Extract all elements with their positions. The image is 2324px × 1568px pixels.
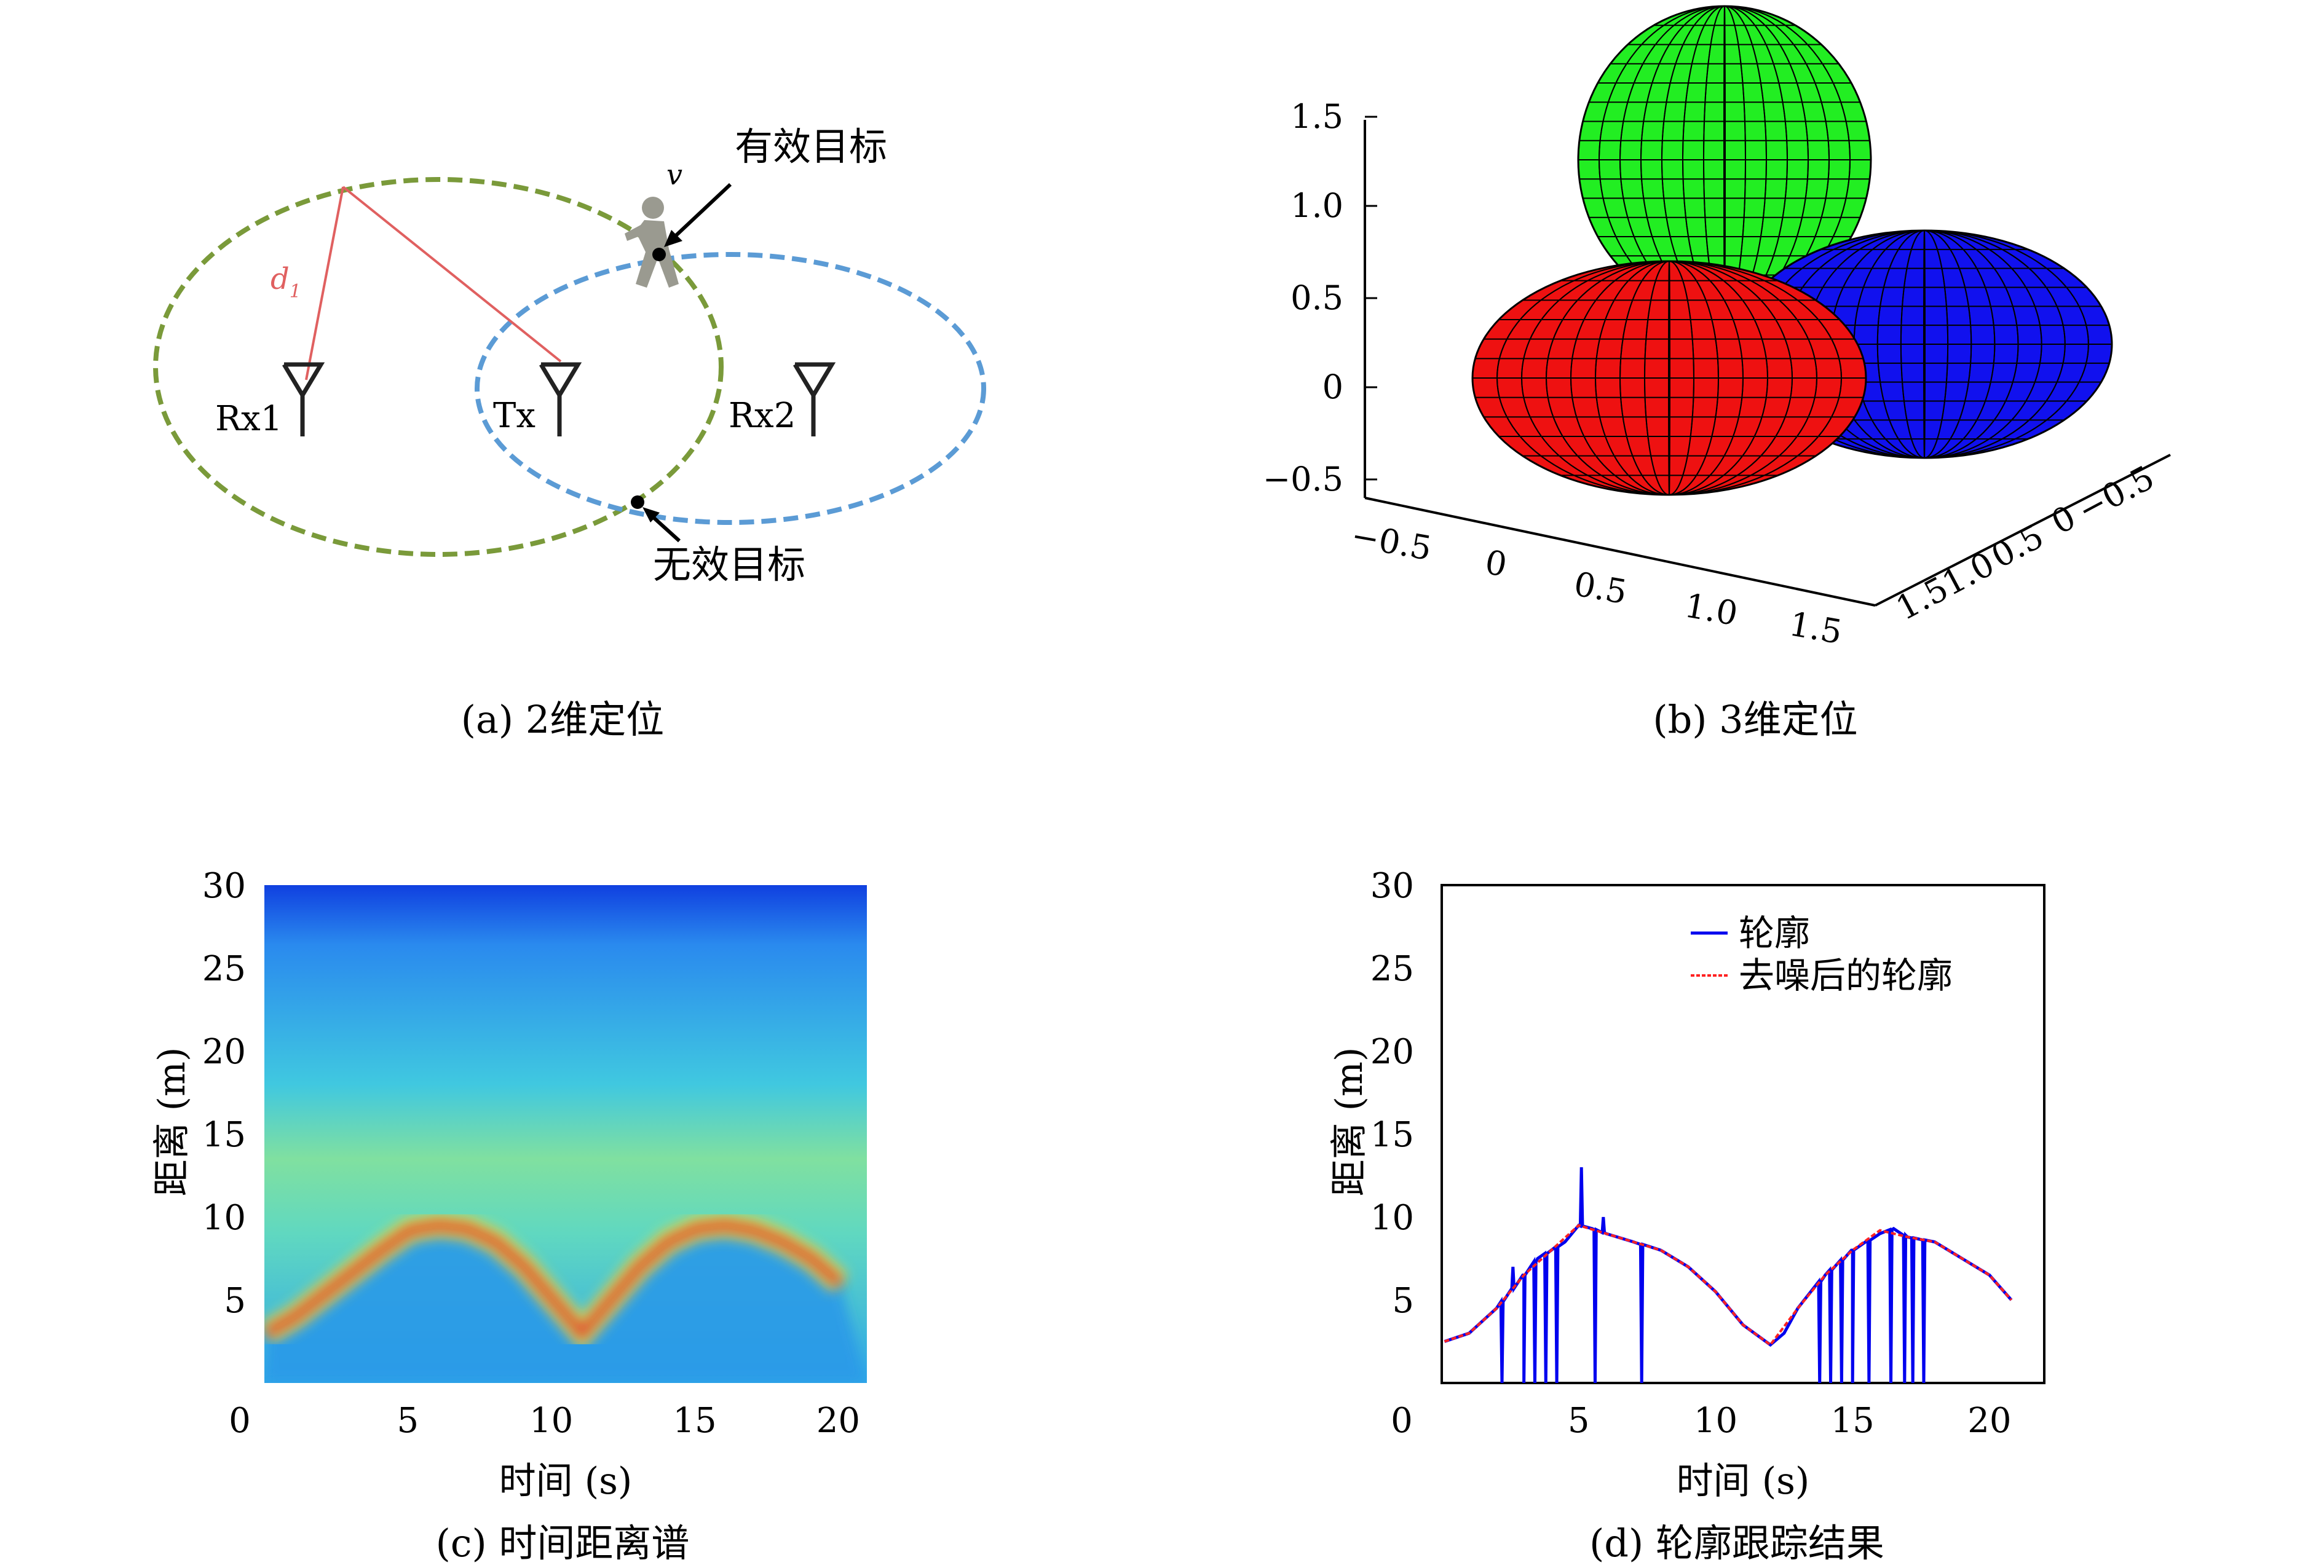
legend-label-denoised: 去噪后的轮廓 xyxy=(1739,955,1953,996)
caption-b: (b) 3维定位 xyxy=(1653,697,1858,742)
y-tick-label: 15 xyxy=(202,1115,246,1155)
x-axis xyxy=(1364,497,1876,607)
valid-target-arrow xyxy=(668,183,732,243)
walking-person-icon xyxy=(625,197,679,288)
legend-label-raw: 轮廓 xyxy=(1739,912,1810,954)
x-tick-label: 20 xyxy=(1967,1401,2011,1441)
rx1-antenna-icon xyxy=(282,362,325,436)
y-tick-label: 20 xyxy=(1370,1032,1414,1072)
y-tick-label: 25 xyxy=(1370,949,1414,989)
y-tick-label: 30 xyxy=(202,866,246,906)
x-tick-label: −0.5 xyxy=(1348,516,1434,568)
caption-c: (c) 时间距离谱 xyxy=(435,1521,690,1566)
z-tick-label: 1.5 xyxy=(1290,97,1343,136)
invalid-target-arrowhead xyxy=(642,507,660,522)
x-tick-label: 1.5 xyxy=(1786,604,1845,652)
series-line-denoised xyxy=(1444,1224,2013,1347)
rx1-label: Rx1 xyxy=(215,399,282,439)
z-tick-label: −0.5 xyxy=(1263,460,1343,498)
x-tick-label: 15 xyxy=(1831,1401,1875,1441)
heatmap-ridge xyxy=(264,1220,844,1341)
y-tick-labels: 30 25 20 15 10 5 xyxy=(202,866,246,1321)
y-tick-label: 15 xyxy=(1370,1115,1414,1155)
distance-line-d1 xyxy=(305,186,344,380)
invalid-target-dot xyxy=(631,495,644,509)
x-axis-label: 时间 (s) xyxy=(499,1460,633,1503)
y-axis-label: 距离 (m) xyxy=(151,1047,194,1197)
x-tick-label: 0.5 xyxy=(1571,564,1630,612)
y-tick-label: 10 xyxy=(1370,1198,1414,1238)
x-tick-label: 0 xyxy=(1391,1401,1413,1441)
valid-target-dot xyxy=(652,248,666,261)
y-tick-label: −0.5 xyxy=(2071,458,2160,530)
red-lobe xyxy=(1471,260,1867,496)
x-tick-label: 0 xyxy=(229,1401,251,1441)
y-tick-label: 25 xyxy=(202,949,246,989)
x-tick-label: 10 xyxy=(1694,1401,1737,1441)
invalid-target-label: 无效目标 xyxy=(653,542,805,587)
x-tick-labels: 0 5 10 15 20 xyxy=(229,1401,860,1441)
x-tick-labels: 0 5 10 15 20 xyxy=(1391,1401,2011,1441)
y-tick-label: 30 xyxy=(1370,866,1414,906)
y-tick-label: 5 xyxy=(1392,1281,1414,1321)
panel-d-chart: 30 25 20 15 10 5 0 5 10 15 20 轮廓 去噪后的轮廓 时间 (s) 距离… xyxy=(1328,866,2045,1503)
tx-antenna-icon xyxy=(539,362,582,436)
distance-label: d1 xyxy=(271,262,301,302)
series-group xyxy=(1444,1167,2013,1384)
x-axis-label: 时间 (s) xyxy=(1677,1460,1810,1503)
distance-line-tx xyxy=(342,186,562,363)
y-tick-label: 10 xyxy=(202,1198,246,1238)
panel-b-chart: 1.51.00.50−0.5 −0.5 00.5 1.0 1.5 1.51.00.50… xyxy=(1263,5,2171,652)
z-tick-label: 0.5 xyxy=(1290,278,1343,317)
x-tick-label: 1.0 xyxy=(1682,586,1741,633)
y-tick-label: 20 xyxy=(202,1032,246,1072)
z-tick-group: 1.5 1.0 0.5 0 −0.5 xyxy=(1263,97,1377,498)
y-axis-label: 距离 (m) xyxy=(1328,1047,1371,1197)
rx2-label: Rx2 xyxy=(729,396,796,436)
velocity-label: v xyxy=(666,158,682,191)
receiver1-ellipse xyxy=(153,177,724,557)
receiver2-ellipse xyxy=(475,252,986,525)
rx2-antenna-icon xyxy=(792,362,836,436)
x-tick-label: 0 xyxy=(1482,543,1510,585)
caption-d: (d) 轮廓跟踪结果 xyxy=(1589,1521,1884,1566)
caption-a: (a) 2维定位 xyxy=(460,697,665,742)
legend: 轮廓 去噪后的轮廓 xyxy=(1691,912,1953,996)
valid-target-arrowhead xyxy=(664,230,682,247)
x-tick-label: 20 xyxy=(816,1401,860,1441)
x-tick-label: 15 xyxy=(673,1401,716,1441)
valid-target-label: 有效目标 xyxy=(735,124,887,169)
panel-a-diagram: d1 Rx1 Tx Rx2 v 有效目标 无效目标 xyxy=(153,124,986,587)
y-tick-label: 0.5 xyxy=(1985,517,2050,576)
plot-frame xyxy=(1441,884,2045,1384)
z-tick-label: 0 xyxy=(1322,368,1343,406)
x-tick-label: 5 xyxy=(1568,1401,1590,1441)
heatmap-lower-region xyxy=(264,1225,867,1383)
y-tick-group: 1.51.00.50−0.5 xyxy=(1890,458,2160,628)
series-line-raw xyxy=(1444,1167,2013,1384)
x-tick-label: 5 xyxy=(397,1401,419,1441)
x-tick-label: 10 xyxy=(529,1401,573,1441)
y-tick-labels: 30 25 20 15 10 5 xyxy=(1370,866,1414,1321)
z-tick-label: 1.0 xyxy=(1290,186,1343,225)
tx-label: Tx xyxy=(493,396,536,436)
panel-c-chart: 30 25 20 15 10 5 0 5 10 15 20 时间 (s) 距离 (m) xyxy=(151,866,867,1503)
y-axis xyxy=(1875,454,2171,607)
y-tick-label: 5 xyxy=(224,1281,246,1321)
